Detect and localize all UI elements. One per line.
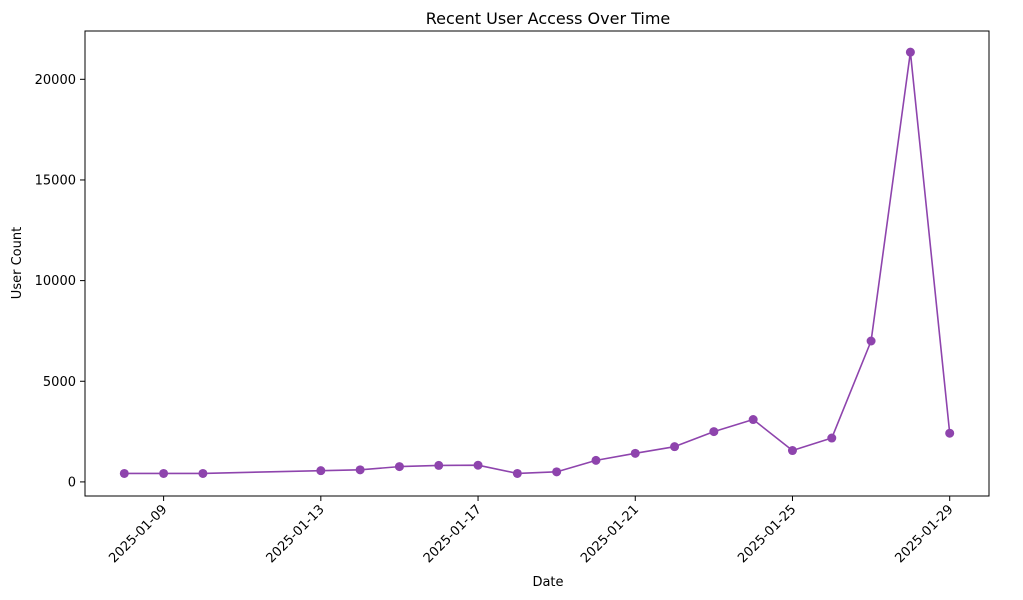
- data-point: [512, 468, 522, 478]
- plot-area: [84, 30, 990, 497]
- x-tick-label: 2025-01-17: [421, 502, 485, 566]
- x-tick-label: 2025-01-09: [106, 502, 170, 566]
- data-point: [552, 467, 562, 477]
- plot-frame: [84, 30, 990, 497]
- data-point: [709, 427, 719, 437]
- chart-title: Recent User Access Over Time: [426, 9, 671, 28]
- x-tick-label: 2025-01-29: [892, 502, 956, 566]
- data-point: [670, 442, 680, 452]
- data-point: [866, 336, 876, 346]
- series-user-count: [119, 47, 955, 478]
- x-tick-label: 2025-01-21: [578, 502, 642, 566]
- y-tick-label: 0: [68, 475, 76, 490]
- x-tick-label: 2025-01-13: [264, 502, 328, 566]
- data-point: [473, 460, 483, 470]
- y-tick-label: 15000: [35, 173, 76, 188]
- y-tick-label: 5000: [43, 375, 76, 390]
- y-tick-label: 10000: [35, 274, 76, 289]
- data-point: [355, 465, 365, 475]
- data-point: [630, 448, 640, 458]
- data-point: [945, 428, 955, 438]
- data-point: [316, 466, 326, 476]
- data-point: [198, 468, 208, 478]
- data-point: [905, 47, 915, 57]
- y-axis-label: User Count: [10, 227, 25, 299]
- data-point: [159, 468, 169, 478]
- data-point: [787, 446, 797, 456]
- data-point: [434, 460, 444, 470]
- data-point: [394, 462, 404, 472]
- y-tick-label: 20000: [35, 73, 76, 88]
- data-point: [748, 415, 758, 425]
- series-line: [124, 51, 951, 475]
- data-point: [119, 468, 129, 478]
- x-tick-label: 2025-01-25: [735, 502, 799, 566]
- data-point: [827, 433, 837, 443]
- y-axis: 0 5000 10000 15000 20000: [35, 73, 85, 490]
- x-axis-label: Date: [532, 575, 563, 590]
- data-point: [591, 455, 601, 465]
- x-axis: 2025-01-09 2025-01-13 2025-01-17 2025-01-21…: [106, 496, 957, 566]
